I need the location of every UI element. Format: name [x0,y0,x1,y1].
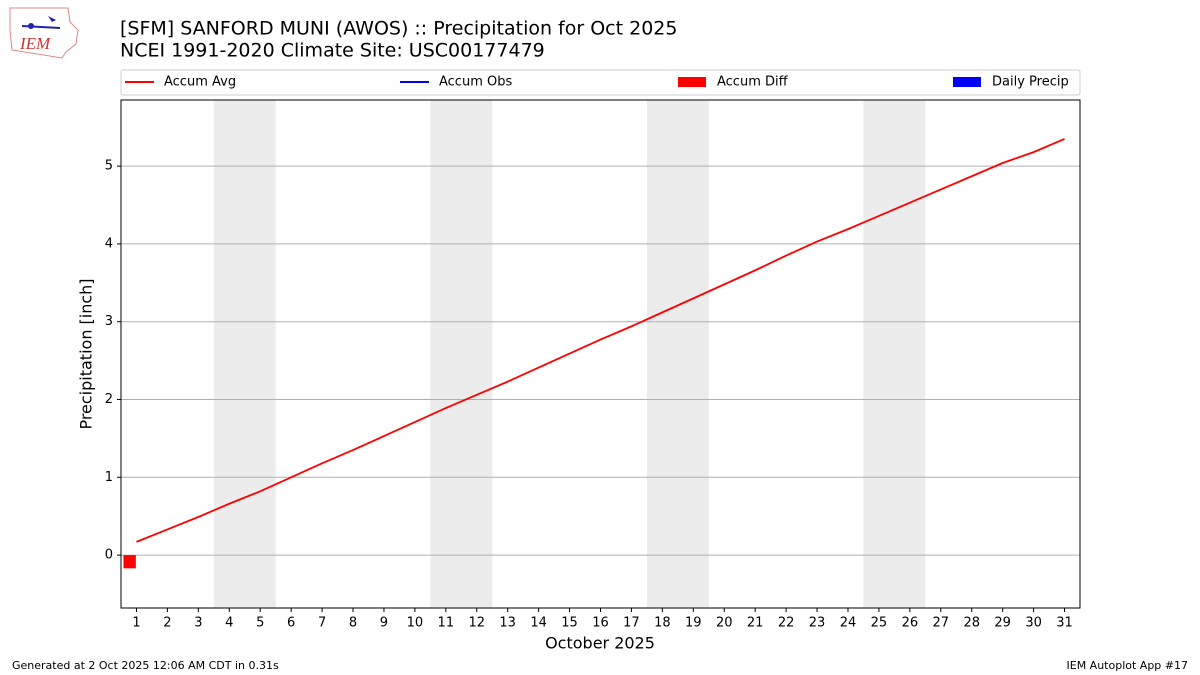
weekend-shade [863,100,926,608]
x-tick-label: 22 [778,616,795,631]
y-tick-label: 3 [105,314,113,329]
x-tick-label: 11 [438,616,455,631]
x-tick-label: 7 [318,616,326,631]
legend-swatch [678,77,706,87]
legend-box [120,69,1081,96]
logo: IEM [9,7,79,59]
x-tick-label: 3 [194,616,202,631]
x-tick-label: 27 [933,616,950,631]
x-tick-label: 17 [623,616,640,631]
x-tick-label: 19 [685,616,702,631]
y-tick-label: 2 [105,392,113,407]
x-tick-label: 6 [287,616,295,631]
weekend-shade [430,100,493,608]
legend-label: Accum Obs [439,75,512,90]
footer-left: Generated at 2 Oct 2025 12:06 AM CDT in … [12,659,279,672]
x-tick-label: 29 [994,616,1011,631]
y-tick-label: 0 [105,548,113,563]
x-tick-label: 26 [902,616,919,631]
footer-right: IEM Autoplot App #17 [1067,659,1189,672]
y-axis-label: Precipitation [inch] [77,278,96,429]
x-tick-label: 12 [468,616,485,631]
legend-label: Accum Diff [717,75,789,90]
x-tick-label: 5 [256,616,264,631]
x-axis-label: October 2025 [545,634,655,653]
x-tick-label: 8 [349,616,357,631]
x-tick-label: 21 [747,616,764,631]
plot-frame [120,99,1081,609]
x-tick-label: 18 [654,616,671,631]
x-tick-label: 25 [871,616,888,631]
x-tick-label: 4 [225,616,233,631]
legend-swatch [953,77,981,87]
x-tick-label: 14 [530,616,547,631]
x-tick-label: 28 [963,616,980,631]
x-tick-label: 2 [163,616,171,631]
weekend-shade [213,100,276,608]
y-tick-label: 5 [105,159,113,174]
x-tick-label: 20 [716,616,733,631]
x-tick-label: 30 [1025,616,1042,631]
chart-subtitle: NCEI 1991-2020 Climate Site: USC00177479 [120,40,545,62]
y-tick-label: 1 [105,470,113,485]
x-tick-label: 1 [132,616,140,631]
legend-label: Daily Precip [992,75,1069,90]
series-line [136,138,1065,543]
x-tick-label: 13 [499,616,516,631]
x-tick-label: 9 [380,616,388,631]
x-tick-label: 10 [407,616,424,631]
x-tick-label: 16 [592,616,609,631]
x-tick-label: 15 [561,616,578,631]
legend-label: Accum Avg [164,75,236,90]
x-tick-label: 24 [840,616,857,631]
x-tick-label: 23 [809,616,826,631]
logo-text: IEM [19,34,51,53]
bar [123,555,136,569]
y-tick-label: 4 [105,236,113,251]
x-tick-label: 31 [1056,616,1073,631]
chart-title: [SFM] SANFORD MUNI (AWOS) :: Precipitati… [120,18,677,40]
weekend-shade [646,100,709,608]
